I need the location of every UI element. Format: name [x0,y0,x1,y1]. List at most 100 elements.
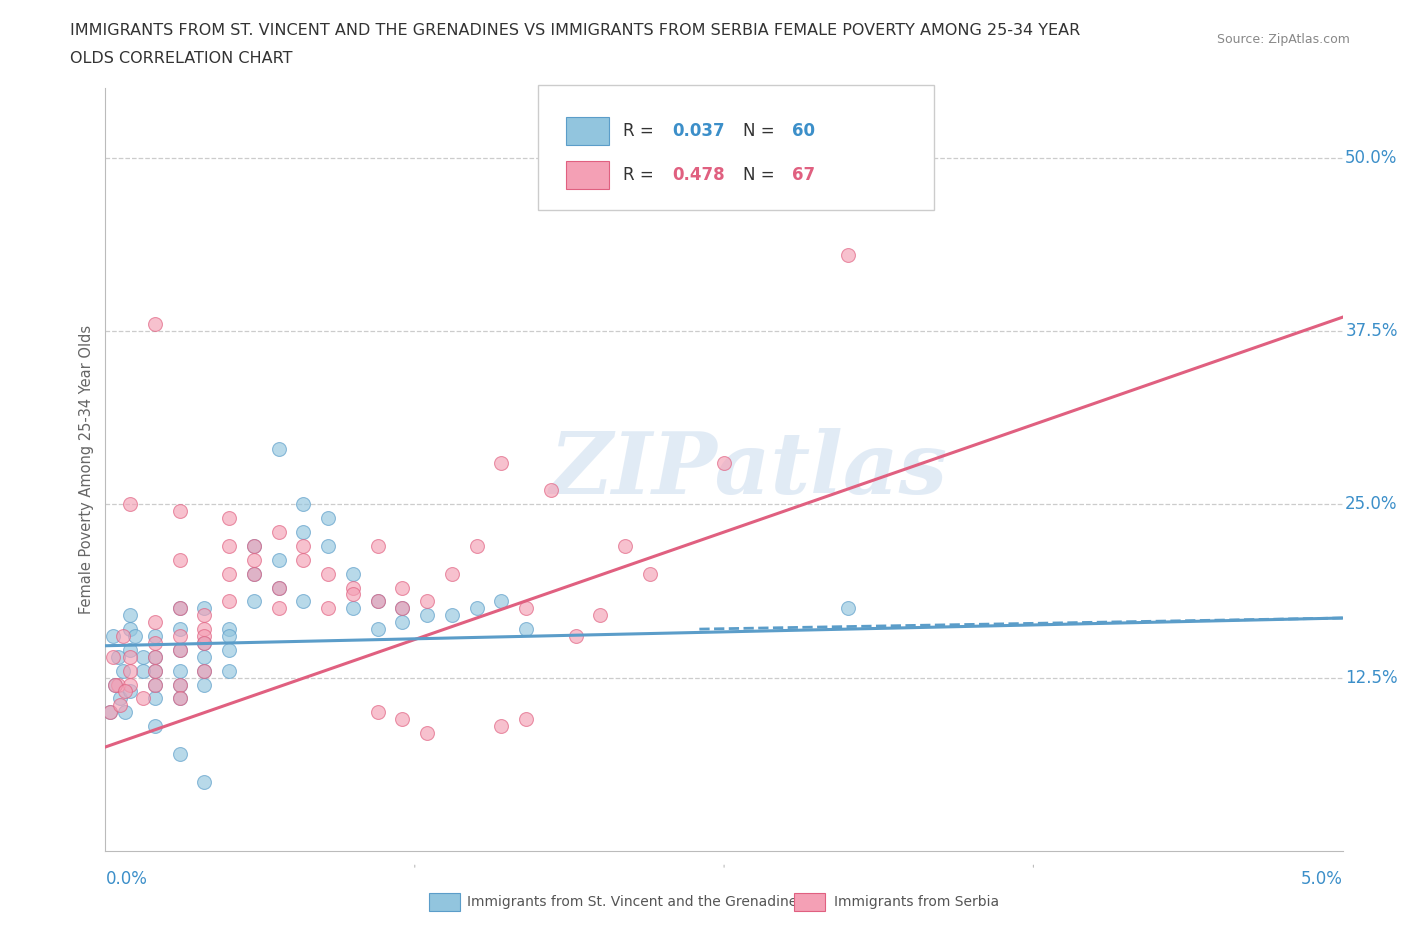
Point [267,442,290,457]
Point [107,677,129,692]
Point [638,566,661,581]
Text: IMMIGRANTS FROM ST. VINCENT AND THE GRENADINES VS IMMIGRANTS FROM SERBIA FEMALE : IMMIGRANTS FROM ST. VINCENT AND THE GREN… [70,23,1081,38]
Point [169,643,191,658]
Point [169,643,191,658]
Point [101,629,124,644]
Point [143,635,166,650]
Point [416,608,439,623]
Y-axis label: Female Poverty Among 25-34 Year Olds: Female Poverty Among 25-34 Year Olds [79,326,94,614]
Point [100,705,122,720]
Point [120,677,142,692]
Text: N =: N = [742,166,779,184]
Point [143,691,166,706]
Point [104,677,127,692]
Text: R =: R = [623,122,658,140]
Point [342,587,364,602]
Point [391,601,413,616]
Point [391,711,413,726]
Point [169,601,191,616]
Point [416,725,439,740]
Point [143,663,166,678]
Point [120,649,142,664]
Point [124,629,146,644]
Point [391,601,413,616]
Point [316,511,339,525]
Point [131,663,153,678]
Point [491,719,513,734]
Point [218,663,240,678]
Point [169,552,191,567]
Point [193,649,215,664]
Point [193,621,215,636]
Text: 25.0%: 25.0% [1346,496,1398,513]
Point [193,677,215,692]
Point [440,566,463,581]
Text: 0.037: 0.037 [672,122,724,140]
Point [111,629,134,644]
Point [143,677,166,692]
Point [218,629,240,644]
Point [564,629,586,644]
FancyBboxPatch shape [565,162,609,189]
Point [143,719,166,734]
Point [101,649,124,664]
FancyBboxPatch shape [538,85,935,210]
Point [169,663,191,678]
Point [243,538,266,553]
Point [515,711,537,726]
Point [169,629,191,644]
Point [193,663,215,678]
Point [367,705,389,720]
Text: 50.0%: 50.0% [1346,149,1398,166]
Point [218,594,240,609]
Point [143,629,166,644]
Point [243,552,266,567]
Point [416,594,439,609]
Text: N =: N = [742,122,779,140]
Point [169,504,191,519]
Point [131,691,153,706]
Point [267,580,290,595]
Point [169,601,191,616]
Point [367,538,389,553]
Point [243,566,266,581]
Point [367,621,389,636]
Point [193,635,215,650]
Point [143,649,166,664]
Point [114,684,136,699]
Text: OLDS CORRELATION CHART: OLDS CORRELATION CHART [70,51,292,66]
Point [104,677,127,692]
Point [342,566,364,581]
Point [169,691,191,706]
Point [243,538,266,553]
Point [515,601,537,616]
Point [218,538,240,553]
Point [110,691,132,706]
Point [267,601,290,616]
Text: 0.0%: 0.0% [105,870,148,888]
Point [120,643,142,658]
Point [465,601,488,616]
Point [143,663,166,678]
Point [243,566,266,581]
Point [292,552,315,567]
Point [391,615,413,630]
Point [316,601,339,616]
Text: Source: ZipAtlas.com: Source: ZipAtlas.com [1216,33,1350,46]
Point [193,774,215,789]
Point [267,525,290,539]
Point [267,552,290,567]
Point [120,497,142,512]
Text: Immigrants from St. Vincent and the Grenadines: Immigrants from St. Vincent and the Gren… [467,895,804,910]
Point [143,316,166,331]
Text: 67: 67 [792,166,815,184]
Point [100,705,122,720]
Point [267,580,290,595]
Point [713,456,735,471]
Text: 0.478: 0.478 [672,166,724,184]
Point [367,594,389,609]
Point [169,747,191,762]
Point [292,525,315,539]
Point [540,483,562,498]
Point [491,594,513,609]
